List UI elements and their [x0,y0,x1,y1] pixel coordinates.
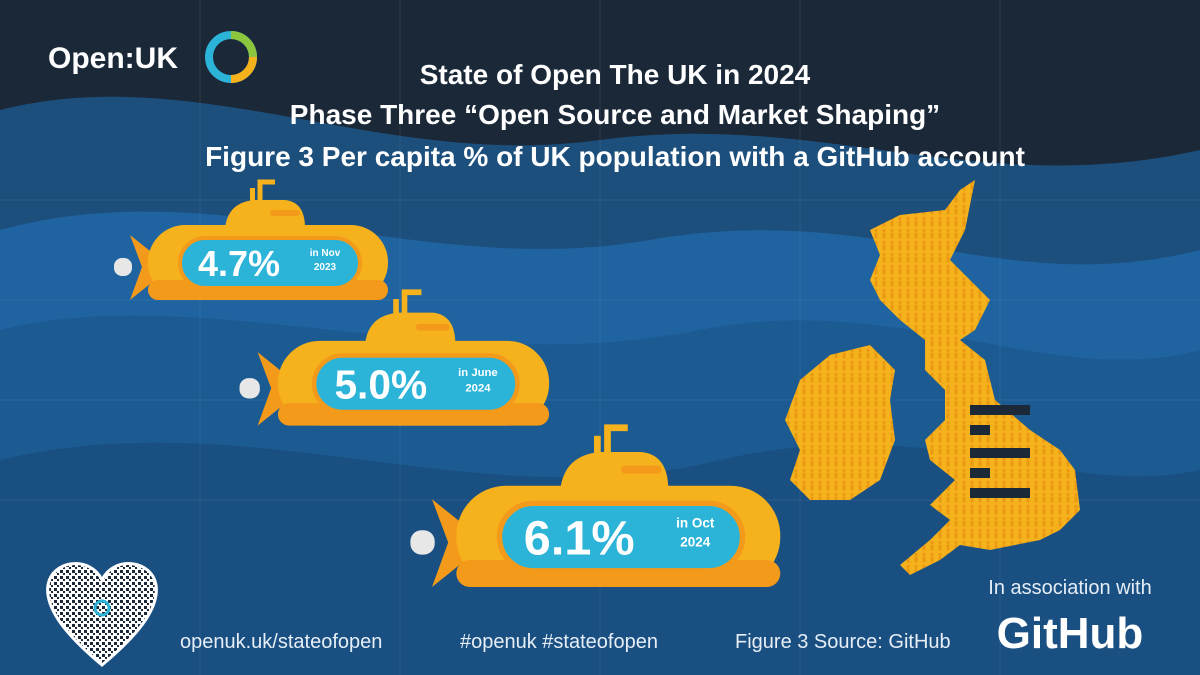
tower [560,452,669,490]
submarine: 6.1% in Oct 2024 [410,424,781,587]
uk-map [785,180,1080,575]
propeller [114,258,132,276]
date-text: 2024 [680,535,711,550]
association-text: In association with [988,577,1151,599]
partner-logo: GitHub [997,609,1144,658]
tail [130,235,155,300]
value-text: 5.0% [334,361,427,407]
value-panel [496,500,746,574]
footer-hashtags: #openuk #stateofopen [460,631,658,653]
qr-logo [93,599,111,617]
title-line: Phase Three “Open Source and Market Shap… [290,99,940,130]
propeller [239,378,260,399]
periscope-base [250,188,255,210]
date-text: 2023 [314,262,337,273]
tail [432,499,466,587]
tail [257,352,286,426]
periscope-base [393,299,399,324]
submarine: 4.7% in Nov 2023 [114,179,388,300]
value-panel [178,236,362,290]
periscope-base [594,435,601,466]
date-text: 2024 [465,383,491,395]
logo-text: Open:UK [48,42,178,75]
value-panel [311,353,520,415]
title-line: State of Open The UK in 2024 [420,59,811,90]
date-text: in Nov [310,248,341,259]
logo-ring [205,31,257,83]
value-text: 4.7% [198,243,280,284]
title-line: Figure 3 Per capita % of UK population w… [205,141,1025,172]
submarine: 5.0% in June 2024 [239,289,550,426]
date-text: in Oct [676,516,715,531]
footer-url: openuk.uk/stateofopen [180,631,382,653]
tower [225,200,305,228]
value-text: 6.1% [524,512,635,566]
tower [364,312,456,345]
tower-stripe [621,465,662,474]
date-text: in June [458,367,498,379]
footer-source: Figure 3 Source: GitHub [735,631,951,653]
propeller [410,530,435,555]
tower-stripe [415,323,450,331]
tower-stripe [270,210,300,216]
